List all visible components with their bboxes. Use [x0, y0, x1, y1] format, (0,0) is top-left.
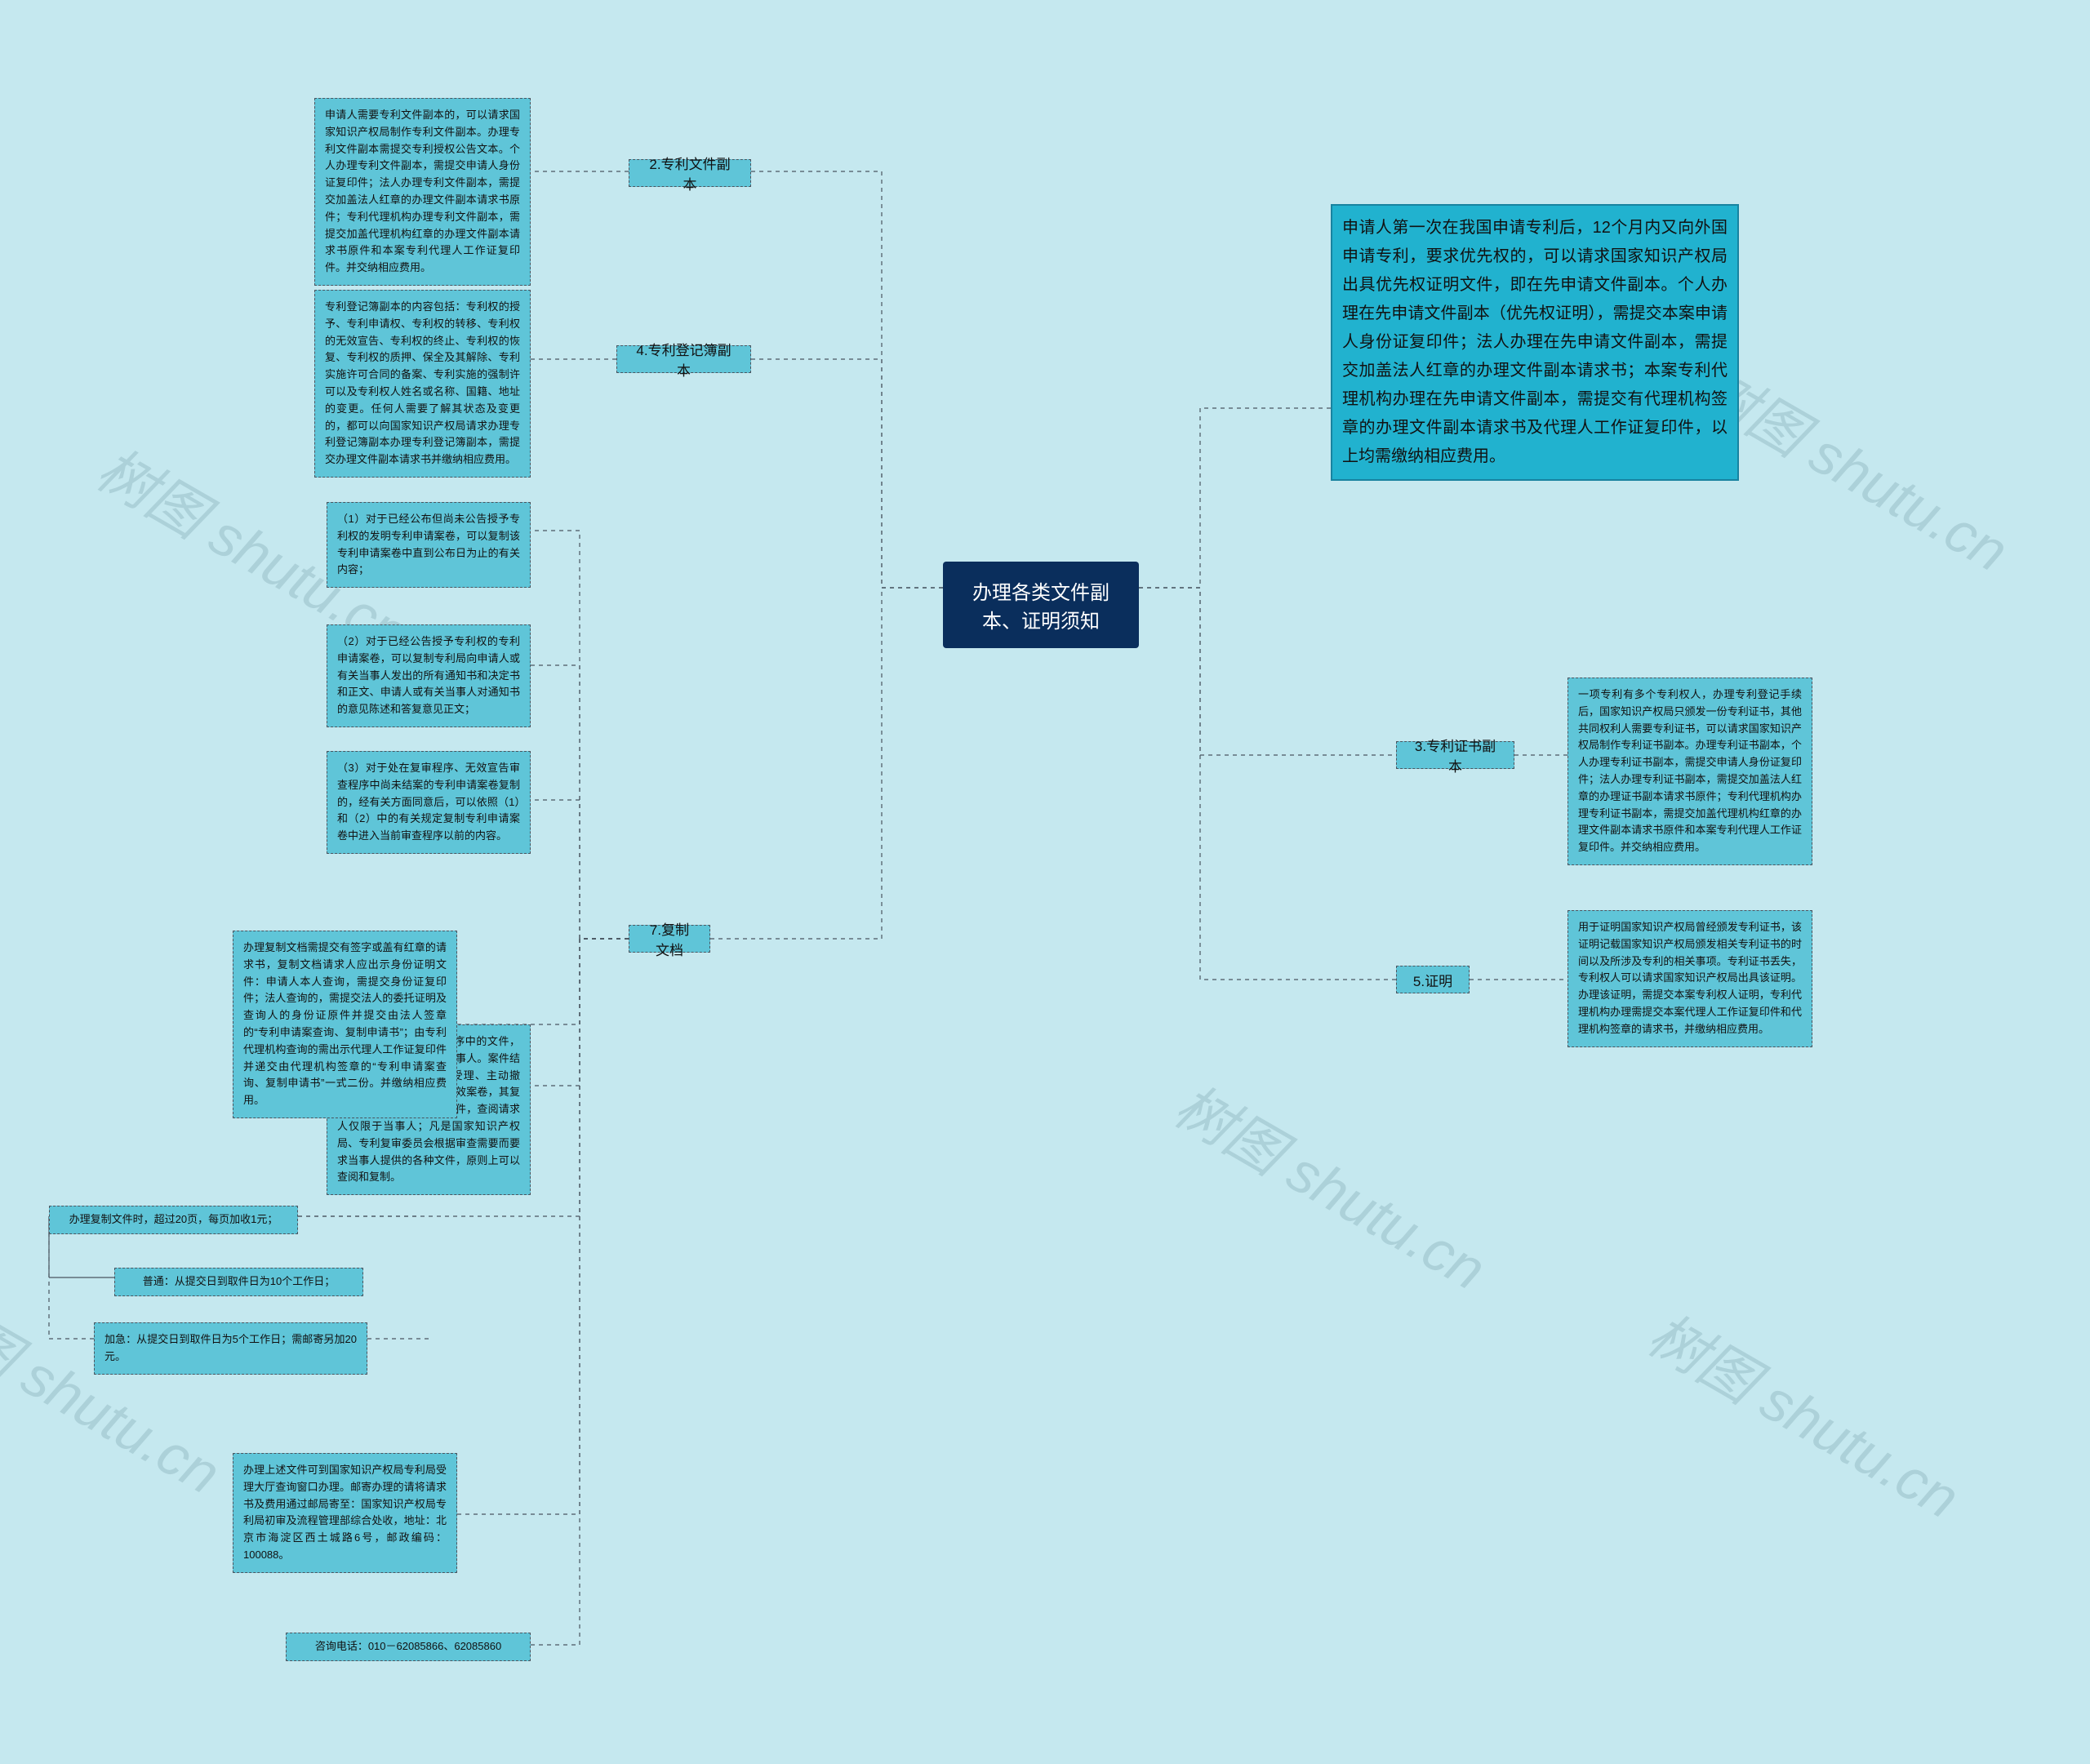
leaf-b7-7: 咨询电话：010－62085866、62085860 [286, 1633, 531, 1661]
l1-node-patent-doc-copy: 2.专利文件副本 [629, 159, 751, 187]
leaf-b3: 一项专利有多个专利权人，办理专利登记手续后，国家知识产权局只颁发一份专利证书，其… [1568, 678, 1812, 865]
l1-node-register-copy: 4.专利登记簿副本 [616, 345, 751, 373]
l1-node-cert-copy: 3.专利证书副本 [1396, 741, 1514, 769]
leaf-b7-3: （3）对于处在复审程序、无效宣告审查程序中尚未结案的专利申请案卷复制的，经有关方… [327, 751, 531, 854]
leaf-b2: 申请人需要专利文件副本的，可以请求国家知识产权局制作专利文件副本。办理专利文件副… [314, 98, 531, 286]
highlight-priority-docs: 申请人第一次在我国申请专利后，12个月内又向外国申请专利，要求优先权的，可以请求… [1331, 204, 1739, 481]
mindmap-canvas: 树图 shutu.cn 树图 shutu.cn 树图 shutu.cn 树图 s… [0, 0, 2090, 1764]
watermark: 树图 shutu.cn [1635, 1291, 1977, 1535]
watermark: 树图 shutu.cn [0, 1266, 238, 1511]
leaf-b4: 专利登记簿副本的内容包括：专利权的授予、专利申请权、专利权的转移、专利权的无效宣… [314, 290, 531, 478]
l1-node-copy-archives: 7.复制文档 [629, 925, 710, 953]
leaf-b7-2: （2）对于已经公告授予专利权的专利申请案卷，可以复制专利局向申请人或有关当事人发… [327, 624, 531, 727]
leaf-b7-note-b: 普通：从提交日到取件日为10个工作日； [114, 1268, 363, 1296]
leaf-b7-1: （1）对于已经公布但尚未公告授予专利权的发明专利申请案卷，可以复制该专利申请案卷… [327, 502, 531, 588]
l1-node-proof: 5.证明 [1396, 966, 1470, 993]
leaf-b7-6: 办理上述文件可到国家知识产权局专利局受理大厅查询窗口办理。邮寄办理的请将请求书及… [233, 1453, 457, 1573]
leaf-b7-note-a: 办理复制文件时，超过20页，每页加收1元； [49, 1206, 298, 1234]
leaf-b5: 用于证明国家知识产权局曾经颁发专利证书，该证明记载国家知识产权局颁发相关专利证书… [1568, 910, 1812, 1047]
watermark: 树图 shutu.cn [1162, 1062, 1503, 1307]
leaf-b7-5: 办理复制文档需提交有签字或盖有红章的请求书，复制文档请求人应出示身份证明文件：申… [233, 931, 457, 1118]
root-node: 办理各类文件副本、证明须知 [943, 562, 1139, 648]
leaf-b7-note-c: 加急：从提交日到取件日为5个工作日；需邮寄另加20元。 [94, 1322, 367, 1375]
